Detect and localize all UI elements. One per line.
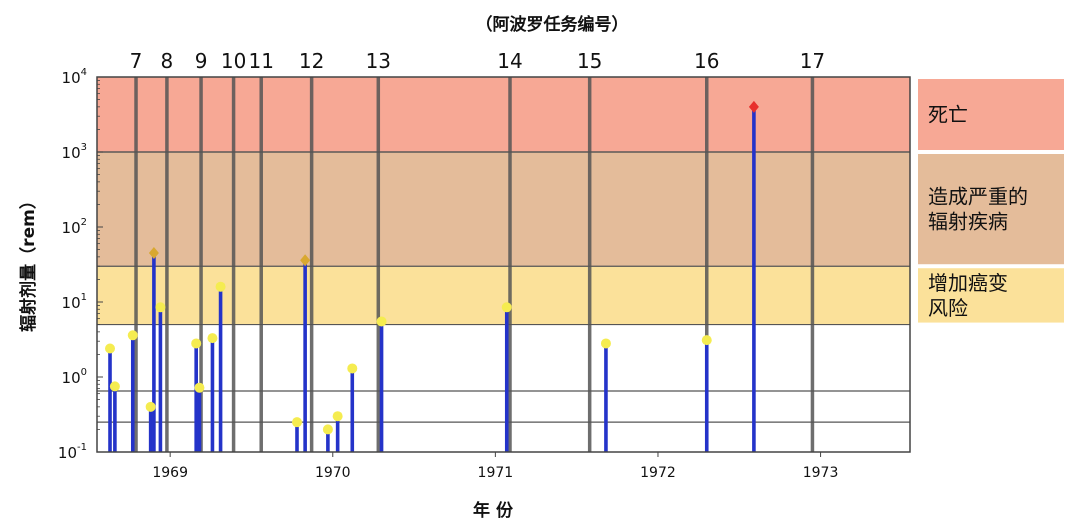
dose-marker-18 [701,335,712,346]
dose-marker-6 [191,338,202,349]
dose-marker-4 [148,247,159,260]
risk-band-label-1-0: 造成严重的 [928,185,1028,209]
dose-marker-16 [501,302,512,313]
y-tick-exp-5: 4 [81,67,87,78]
y-tick-base-2: 10 [62,294,81,312]
y-tick-exp-4: 3 [81,142,87,153]
dose-bar-15 [379,321,384,452]
dose-marker-5 [155,302,166,313]
dose-bar-6 [194,343,198,452]
y-tick-label-1: 100 [62,367,87,387]
y-tick-base-1: 10 [62,369,81,387]
y-tick-exp-3: 2 [81,217,87,228]
dose-bar-4 [152,253,156,452]
dose-marker-9 [215,281,226,292]
risk-band-1 [97,152,910,267]
dose-bar-0 [108,348,112,452]
dose-bar-18 [704,340,709,452]
y-tick-base-3: 10 [62,219,81,237]
mission-number-title: （阿波罗任务编号） [476,14,629,35]
y-tick-exp-2: 1 [81,292,87,303]
y-tick-exp-0: -1 [77,442,87,453]
dose-marker-0 [105,343,116,354]
risk-band-label-2-0: 增加癌变 [928,271,1008,295]
risk-band-label-2-1: 风险 [928,296,968,320]
x-tick-label-1969: 1969 [152,465,188,481]
dose-bar-2 [130,335,135,452]
risk-band-legend-box-0 [918,79,1064,150]
dose-marker-7 [194,382,205,393]
y-tick-label-5: 104 [62,67,87,87]
dose-marker-13 [332,411,343,422]
dose-bar-7 [197,387,202,452]
dose-marker-2 [127,330,138,341]
dose-bar-8 [210,338,215,452]
risk-band-legend-box-1 [918,154,1064,265]
dose-marker-3 [145,401,156,412]
y-axis-label: 辐射剂量（rem） [18,192,39,332]
y-tick-base-0: 10 [58,444,77,462]
plot-frame [96,76,911,453]
y-tick-base-4: 10 [62,144,81,162]
mission-label-15: 15 [577,49,602,73]
mission-label-7: 7 [130,49,143,73]
mission-label-17: 17 [800,49,825,73]
mission-label-9: 9 [195,49,208,73]
dose-bar-12 [326,429,330,452]
x-tick-label-1970: 1970 [315,465,351,481]
dose-bar-16 [504,307,509,452]
mission-label-8: 8 [161,49,174,73]
dose-bar-5 [158,307,163,452]
dose-marker-19 [748,100,759,113]
dose-bar-11 [303,260,307,452]
y-tick-exp-1: 0 [81,367,87,378]
dose-bar-14 [350,368,355,452]
dose-bar-9 [218,286,223,452]
risk-band-0 [97,77,910,152]
dose-bar-13 [335,416,340,452]
y-tick-label-3: 102 [62,217,87,237]
dose-marker-12 [322,424,333,435]
dose-marker-11 [300,254,311,267]
x-tick-label-1973: 1973 [803,465,839,481]
y-tick-label-4: 103 [62,142,87,162]
risk-band-label-1-1: 辐射疾病 [928,210,1008,234]
dose-bar-10 [295,422,299,452]
y-tick-label-2: 101 [62,292,87,312]
mission-label-13: 13 [366,49,391,73]
dose-bar-1 [113,386,117,452]
y-tick-base-5: 10 [62,69,81,87]
y-tick-label-0: 10-1 [58,442,87,462]
dose-marker-15 [376,316,387,327]
risk-band-legend-box-2 [918,268,1064,323]
mission-label-11: 11 [248,49,273,73]
dose-bar-17 [604,343,608,452]
mission-label-10: 10 [221,49,246,73]
mission-label-12: 12 [299,49,324,73]
x-tick-label-1971: 1971 [478,465,514,481]
x-tick-label-1972: 1972 [640,465,676,481]
dose-bar-3 [148,406,153,452]
mission-label-16: 16 [694,49,719,73]
dose-marker-17 [600,338,611,349]
dose-bar-19 [752,106,756,453]
dose-marker-1 [109,381,120,392]
dose-marker-10 [291,417,302,428]
dose-marker-14 [347,363,358,374]
x-axis-label: 年 份 [473,500,514,521]
mission-label-14: 14 [497,49,522,73]
dose-marker-8 [207,333,218,344]
risk-band-label-0-0: 死亡 [928,103,968,127]
